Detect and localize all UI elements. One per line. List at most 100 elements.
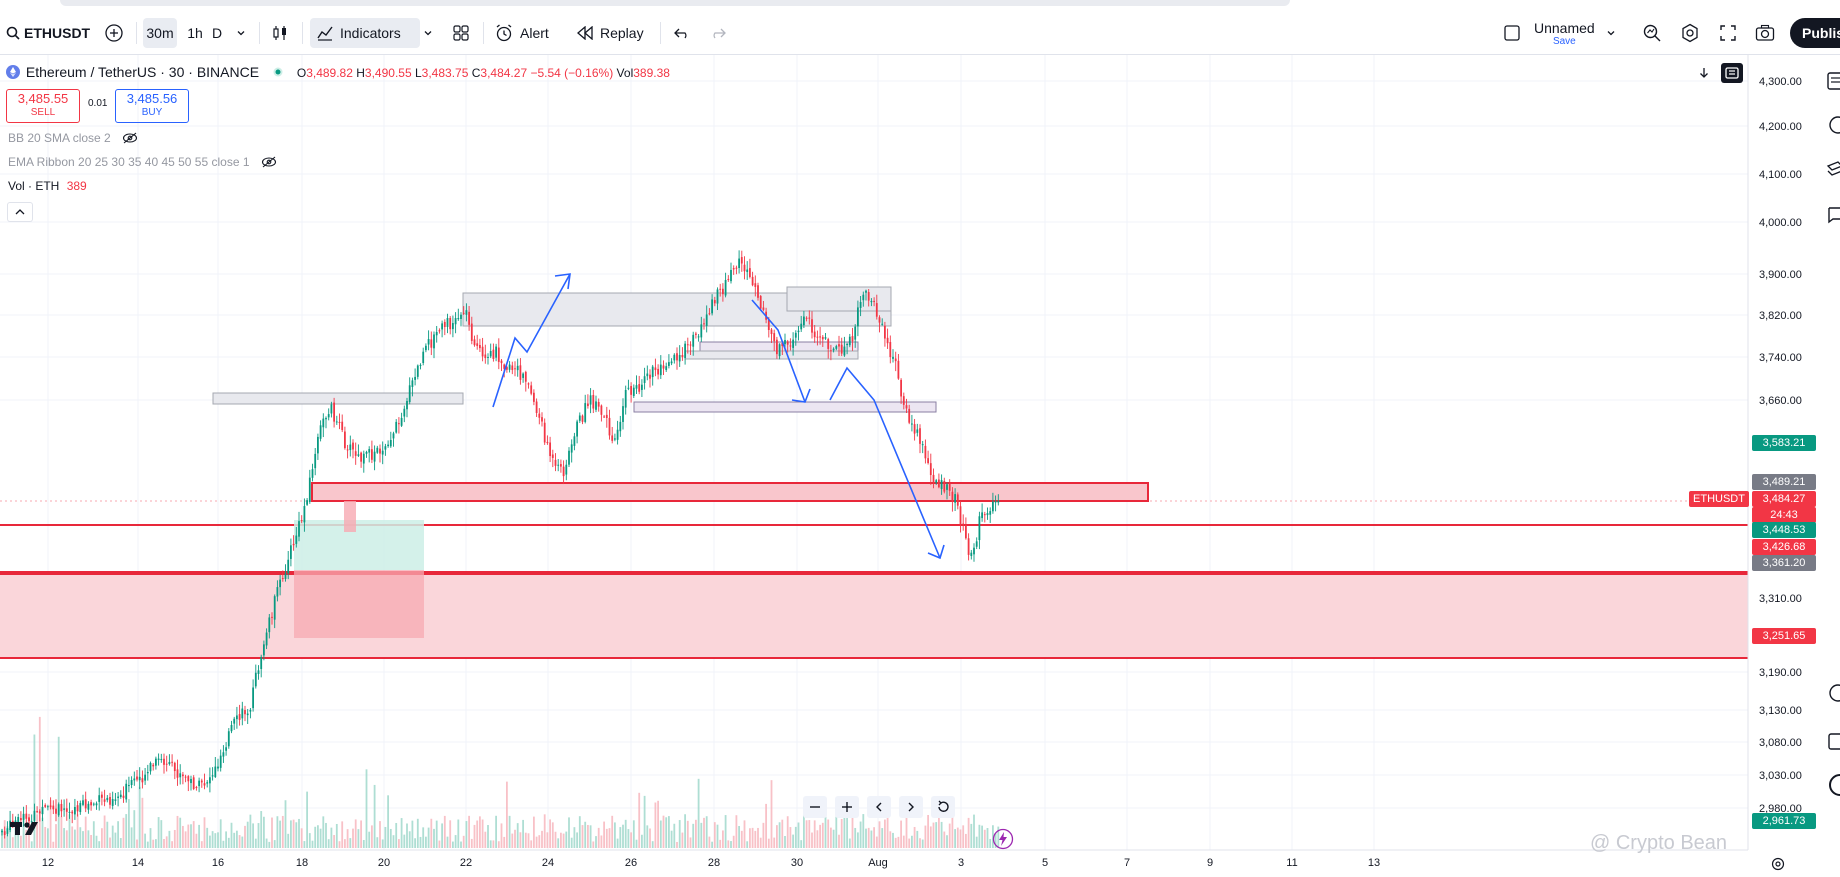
time-tick-label: 24 <box>542 857 554 869</box>
price-chart[interactable]: 4,300.00 4,200.00 4,100.00 4,000.00 3,900.00… <box>0 55 1840 872</box>
time-axis[interactable]: 12 14 16 18 20 22 24 26 28 30 Aug 3 5 7 9 11 13 <box>0 849 1748 869</box>
compare-symbol-button[interactable] <box>102 18 126 48</box>
watermark-text: @ Crypto Bean <box>1590 832 1728 854</box>
chart-settings-gear[interactable] <box>1770 856 1794 872</box>
chart-area[interactable]: 4,300.00 4,200.00 4,100.00 4,000.00 3,900.00… <box>0 55 1840 872</box>
top-strip <box>0 0 1840 10</box>
open-value: 3,489.82 <box>306 66 353 80</box>
interval-30m[interactable]: 30m <box>143 18 177 48</box>
indicator-bb[interactable]: BB 20 SMA close 2 <box>8 131 138 145</box>
price-tick-label: 3,190.00 <box>1759 667 1802 679</box>
time-tick-label: 12 <box>42 857 54 869</box>
indicators-button[interactable]: Indicators <box>310 18 420 48</box>
toolbar-divider <box>660 22 661 44</box>
scroll-to-latest-button[interactable] <box>1694 65 1714 81</box>
templates-button[interactable] <box>449 18 473 48</box>
snapshot-button[interactable] <box>1753 18 1777 48</box>
replay-button[interactable]: Replay <box>576 18 648 48</box>
symbol-price-label: ETHUSDT <box>1689 491 1749 507</box>
volume-indicator-value: 389 <box>66 179 87 193</box>
layout-name-button[interactable]: Unnamed Save <box>1534 16 1595 50</box>
eye-hidden-icon[interactable] <box>261 156 277 168</box>
fullscreen-button[interactable] <box>1716 18 1740 48</box>
zoom-out-button[interactable] <box>803 796 827 818</box>
time-tick-label: 9 <box>1207 857 1213 869</box>
change-value: −5.54 (−0.16%) <box>530 66 614 80</box>
layout-checkbox[interactable] <box>1500 18 1524 48</box>
high-label: H <box>356 66 365 80</box>
price-tick-label: 3,820.00 <box>1759 310 1802 322</box>
alert-button[interactable]: Alert <box>494 18 558 48</box>
square-icon <box>1504 25 1520 41</box>
indicators-dropdown[interactable] <box>420 18 436 48</box>
indicators-icon <box>317 26 333 41</box>
watchlist-icon[interactable] <box>1824 71 1840 91</box>
time-tick-label: 14 <box>132 857 144 869</box>
fullscreen-icon <box>1720 25 1736 41</box>
grid-icon <box>453 25 469 41</box>
volume-label: Vol <box>616 66 634 80</box>
time-tick-label: 13 <box>1368 857 1380 869</box>
chevron-down-icon <box>1607 31 1615 36</box>
price-tag: 3,484.27 <box>1752 491 1816 507</box>
sell-button[interactable]: 3,485.55 SELL <box>6 89 80 123</box>
undo-button[interactable] <box>672 18 692 48</box>
time-tick-label: 3 <box>958 857 964 869</box>
price-axis[interactable]: 4,300.00 4,200.00 4,100.00 4,000.00 3,900.00… <box>1747 55 1822 872</box>
price-tick-label: 2,980.00 <box>1759 803 1802 815</box>
chart-grid <box>0 55 1748 850</box>
alerts-clock-icon[interactable] <box>1824 115 1840 135</box>
indicator-ema-ribbon[interactable]: EMA Ribbon 20 25 30 35 40 45 50 55 close… <box>8 155 277 169</box>
buy-button[interactable]: 3,485.56 BUY <box>115 89 189 123</box>
price-tick-label: 4,100.00 <box>1759 169 1802 181</box>
help-icon[interactable] <box>1824 683 1840 703</box>
price-tick-label: 4,200.00 <box>1759 121 1802 133</box>
toolbar-divider <box>302 22 303 44</box>
quick-actions-button[interactable] <box>992 828 1014 850</box>
ideas-icon[interactable] <box>1824 205 1840 225</box>
spread-value: 0.01 <box>88 98 108 109</box>
publish-button[interactable]: Publis <box>1790 18 1840 48</box>
time-tick-label: 30 <box>791 857 803 869</box>
clipboard-icon[interactable] <box>1824 731 1840 751</box>
symbol-description[interactable]: Ethereum / TetherUS · 30 · BINANCE <box>25 64 260 80</box>
interval-label: D <box>211 25 223 41</box>
eye-hidden-icon[interactable] <box>122 132 138 144</box>
price-tag: 3,251.65 <box>1752 628 1816 644</box>
low-value: 3,483.75 <box>421 66 469 80</box>
interval-dropdown[interactable] <box>233 18 249 48</box>
user-drawings <box>492 273 945 560</box>
minus-icon <box>810 806 820 808</box>
symbol-search-button[interactable]: ETHUSDT <box>6 18 90 48</box>
candles-icon <box>273 26 286 40</box>
interval-d[interactable]: D <box>210 18 224 48</box>
indicator-label: EMA Ribbon 20 25 30 35 40 45 50 55 close… <box>8 155 250 169</box>
redo-button[interactable] <box>708 18 728 48</box>
interval-1h[interactable]: 1h <box>184 18 206 48</box>
price-tag: 3,583.21 <box>1752 435 1816 451</box>
chart-type-button[interactable] <box>268 18 292 48</box>
collapse-legend-button[interactable] <box>7 202 33 222</box>
scroll-left-button[interactable] <box>867 796 891 818</box>
layers-icon[interactable] <box>1824 160 1840 180</box>
right-sidebar <box>1822 55 1840 872</box>
drawing-zones <box>0 286 1748 659</box>
chevron-down-icon <box>237 31 245 36</box>
layout-dropdown[interactable] <box>1603 18 1619 48</box>
indicator-volume[interactable]: Vol · ETH 389 <box>8 179 87 193</box>
chat-icon[interactable] <box>1824 773 1840 797</box>
quick-search-button[interactable] <box>1640 18 1664 48</box>
chevron-down-icon <box>424 31 432 36</box>
object-tree-button[interactable] <box>1721 63 1743 83</box>
close-value: 3,484.27 <box>480 66 528 80</box>
time-tick-label: 5 <box>1042 857 1048 869</box>
close-label: C <box>471 66 481 80</box>
interval-label: 1h <box>187 25 203 41</box>
scroll-right-button[interactable] <box>899 796 923 818</box>
settings-button[interactable] <box>1678 18 1702 48</box>
reset-chart-button[interactable] <box>931 796 955 818</box>
tradingview-logo[interactable] <box>8 818 44 838</box>
zoom-in-button[interactable] <box>835 796 859 818</box>
symbol-legend: Ethereum / TetherUS · 30 · BINANCE O3,48… <box>6 64 670 80</box>
buy-label: BUY <box>141 107 163 118</box>
